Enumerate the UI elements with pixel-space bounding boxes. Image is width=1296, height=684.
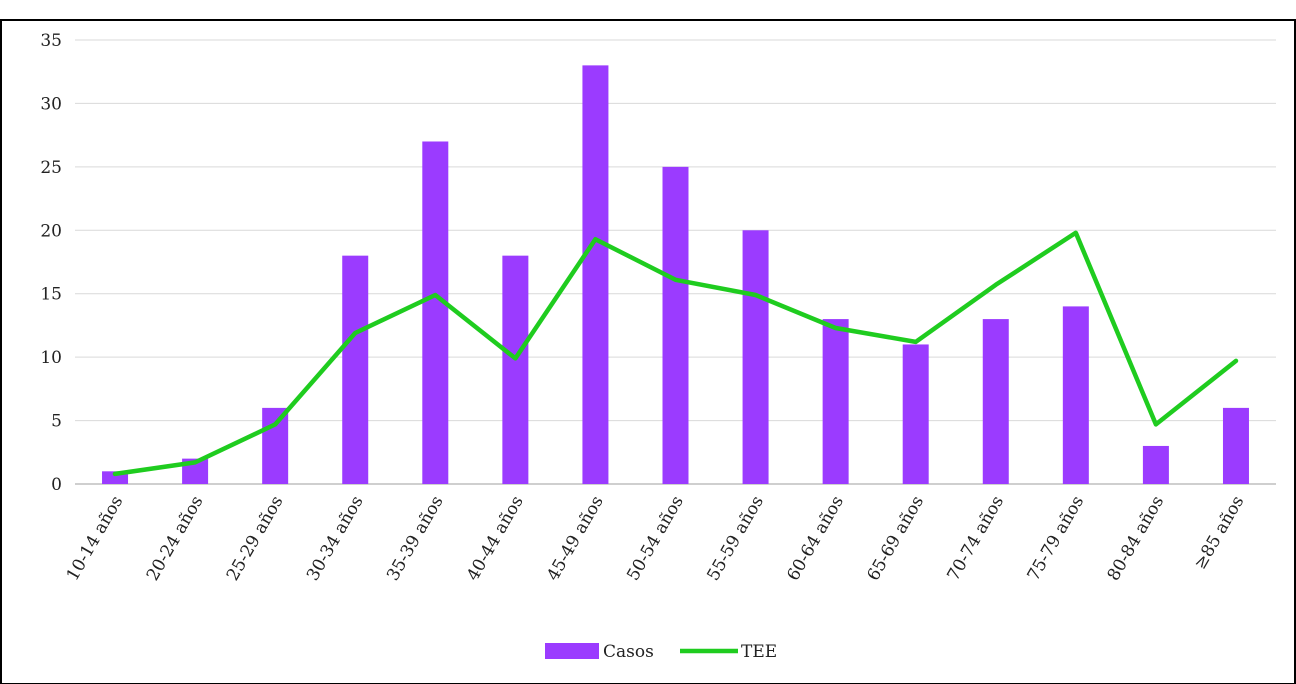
y-tick-label: 0 (51, 475, 62, 495)
y-tick-label: 35 (40, 31, 62, 51)
legend: Casos TEE (545, 642, 777, 662)
y-tick-label: 20 (40, 221, 62, 241)
chart-border (0, 19, 1296, 684)
x-tick-label: 50-54 años (623, 493, 688, 585)
y-tick-label: 10 (40, 348, 62, 368)
x-tick-label: 65-69 años (863, 493, 928, 585)
bar-casos (982, 319, 1009, 484)
x-tick-label: 75-79 años (1024, 493, 1089, 585)
x-axis-ticks: 10-14 años 20-24 años 25-29 años 30-34 años… (63, 492, 1248, 584)
y-tick-label: 30 (40, 94, 62, 114)
legend-swatch-casos (545, 643, 599, 659)
x-tick-label: 80-84 años (1104, 493, 1169, 585)
bar-casos (262, 407, 289, 484)
x-tick-label: 35-39 años (383, 493, 448, 585)
x-tick-label: 70-74 años (944, 492, 1009, 584)
legend-label-tee: TEE (741, 642, 777, 662)
tee-line (112, 230, 1239, 477)
x-tick-label: 10-14 años (63, 493, 128, 585)
y-tick-label: 25 (40, 158, 62, 178)
bar-casos (1062, 306, 1089, 484)
line-tee (112, 230, 1239, 477)
bar-casos (422, 141, 449, 484)
y-tick-label: 15 (40, 285, 62, 305)
bar-casos (1222, 407, 1249, 484)
bar-casos (902, 344, 929, 484)
x-tick-label: ≥85 años (1190, 493, 1248, 573)
y-axis-ticks: 0 5 10 15 20 25 30 35 (40, 31, 62, 495)
bar-casos (662, 166, 689, 484)
bar-casos (822, 319, 849, 484)
bar-casos (342, 255, 369, 484)
x-tick-label: 40-44 años (463, 493, 528, 585)
x-tick-label: 60-64 años (783, 493, 848, 585)
x-tick-label: 55-59 años (703, 493, 768, 585)
legend-label-casos: Casos (603, 642, 654, 662)
x-tick-label: 20-24 años (143, 493, 208, 585)
casos-bars (102, 65, 1249, 484)
bar-casos (1142, 445, 1169, 484)
x-tick-label: 30-34 años (303, 493, 368, 585)
bar-casos (502, 255, 529, 484)
x-tick-label: 25-29 años (223, 493, 288, 585)
bar-casos (582, 65, 609, 484)
bar-casos (742, 230, 769, 484)
x-tick-label: 45-49 años (543, 493, 608, 585)
y-tick-label: 5 (51, 412, 62, 432)
